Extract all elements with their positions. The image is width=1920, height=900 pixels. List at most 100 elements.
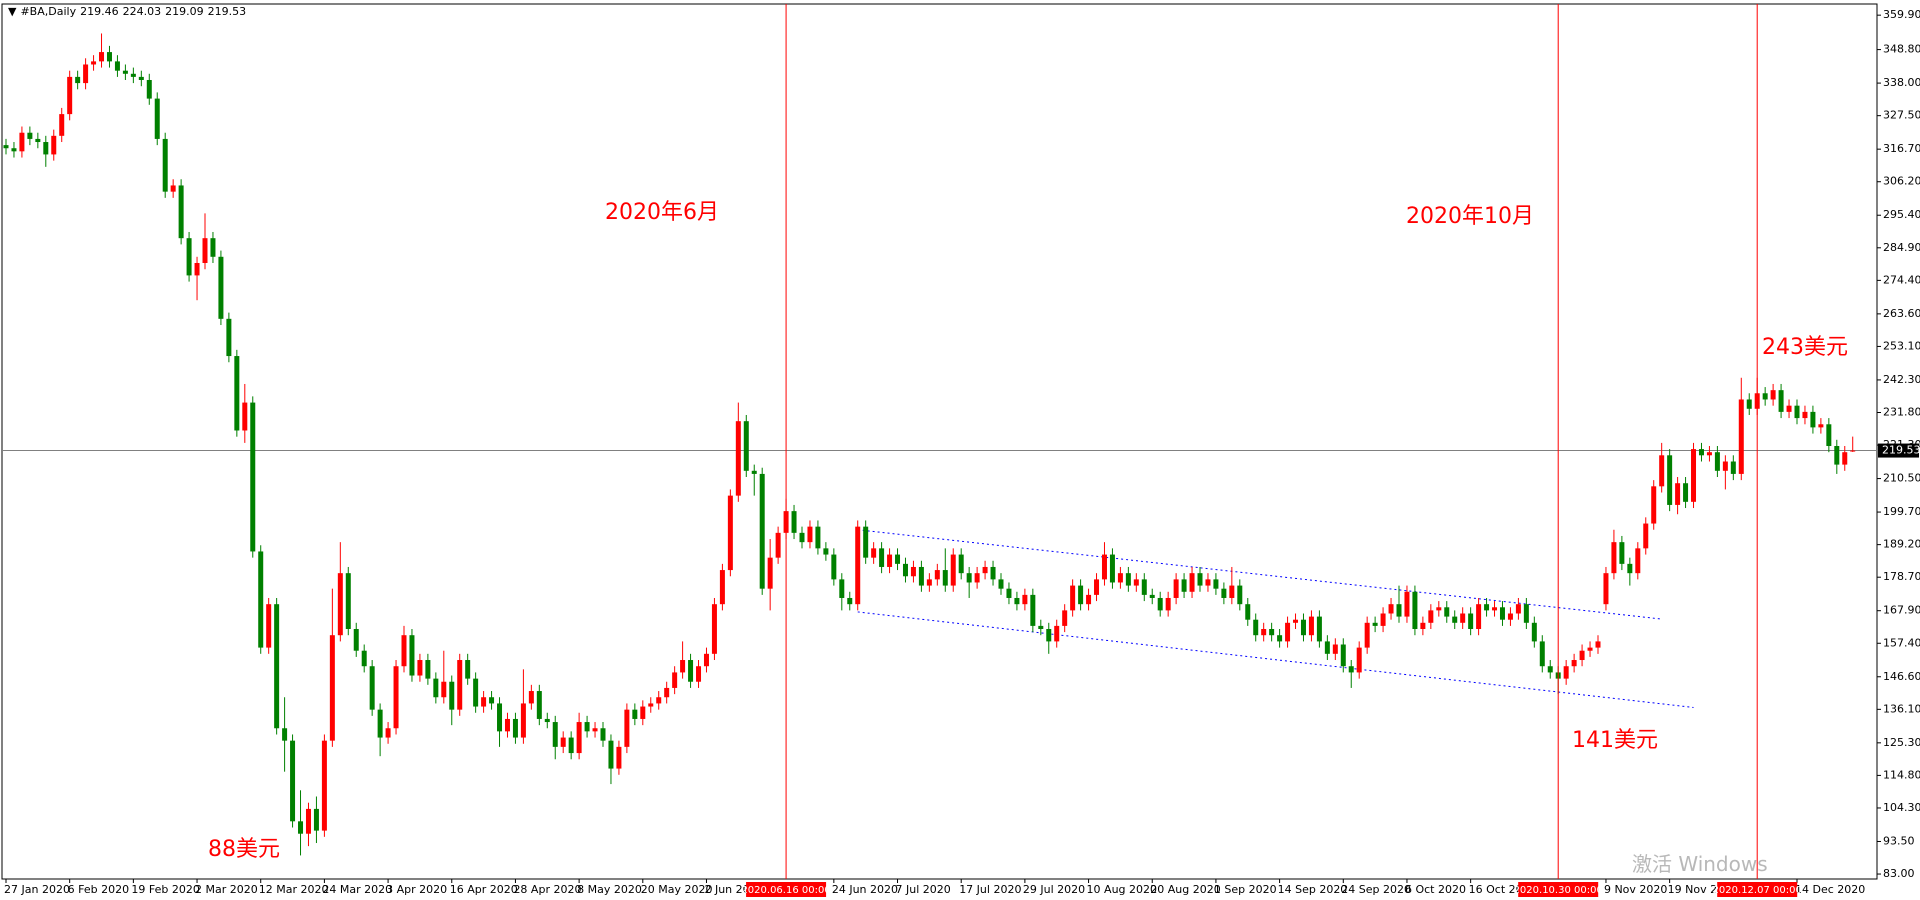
candle-body [1603,573,1609,605]
menu-arrow[interactable]: ▼ [8,5,17,18]
x-tick-label: 24 Mar 2020 [322,883,392,896]
candle-body [361,650,367,667]
y-tick-label: 104.30 [1883,801,1920,814]
candle-body [1014,597,1020,605]
candle-body [218,256,224,319]
candle-body [1643,523,1649,549]
candle-body [433,678,439,698]
candle-body [1571,660,1577,667]
candle-body [290,740,296,822]
candle-body [298,821,304,834]
candle-body [815,526,821,549]
y-tick-label: 83.00 [1883,867,1915,880]
candle-body [1078,585,1084,605]
y-tick-label: 348.80 [1883,43,1920,56]
annotation: 243美元 [1762,335,1848,360]
candle-body [1515,604,1521,614]
candle-body [616,746,622,769]
y-tick-label: 178.70 [1883,570,1920,583]
y-tick-label: 93.50 [1883,834,1915,847]
x-tick-label: 6 Oct 2020 [1405,883,1466,896]
candle-body [1086,594,1092,605]
candle-body [1261,629,1267,636]
candle-body [393,666,399,729]
candle-body [11,148,17,152]
candle-body [1117,573,1123,583]
candle-body [170,185,176,192]
candle-body [568,737,574,754]
candle-body [202,238,208,263]
candle-body [1173,579,1179,598]
candle-body [1667,455,1673,505]
candle-body [767,557,773,589]
candle-body [274,604,280,729]
candle-body [1492,607,1498,611]
candle-body [1659,455,1665,487]
candle-body [481,697,487,707]
x-tick-label: 6 Feb 2020 [68,883,129,896]
candle-body [1293,619,1299,623]
candle-body [99,52,105,62]
candle-body [584,722,590,732]
y-tick-label: 274.40 [1883,273,1920,286]
candle-body [1762,393,1768,400]
candle-body [1141,579,1147,595]
candle-body [1101,554,1107,580]
candle-body [759,473,765,589]
y-tick-label: 263.60 [1883,307,1920,320]
candle-body [1356,647,1362,673]
candle-body [1340,644,1346,667]
candle-body [449,681,455,710]
candle-body [1714,452,1720,471]
candle-body [664,687,670,698]
candle-body [441,681,447,698]
x-tick-label: 20 May 2020 [641,883,713,896]
candle-body [950,554,956,586]
candle-body [1308,616,1314,636]
candle-body [1388,604,1394,614]
candle-body [1810,411,1816,428]
x-tick-label: 1 Sep 2020 [1214,883,1277,896]
candle-body [624,709,630,747]
candle-body [1412,591,1418,629]
candle-body [385,728,391,738]
candle-body [1786,405,1792,412]
candle-body [473,678,479,707]
candle-body [656,697,662,704]
candle-body [847,597,853,605]
candle-body [497,703,503,732]
x-tick-label: 29 Jul 2020 [1023,883,1085,896]
y-tick-label: 306.20 [1883,175,1920,188]
candle-body [918,566,924,586]
candle-body [831,554,837,580]
candle-body [3,145,9,149]
x-tick-label: 7 Jul 2020 [896,883,951,896]
trendline [857,611,1694,708]
candle-body [1651,486,1657,524]
candle-body [1563,666,1569,679]
candle-body [1245,604,1251,620]
candle-body [1834,445,1840,465]
candle-body [1698,449,1704,456]
header: ▼ #BA,Daily 219.46 224.03 219.09 219.53 [8,5,250,18]
candle-body [711,604,717,654]
candle-body [895,554,901,564]
candle-body [1460,613,1466,623]
candle-body [35,138,41,143]
candle-body [1181,579,1187,592]
y-tick-label: 189.20 [1883,538,1920,551]
y-tick-label: 146.60 [1883,670,1920,683]
candle-body [162,138,168,192]
candle-body [902,563,908,577]
y-tick-label: 316.70 [1883,142,1920,155]
x-tick-label: 24 Jun 2020 [832,883,898,896]
candle-body [321,740,327,831]
candle-body [1277,635,1283,642]
candle-body [210,238,216,257]
open-value: 219.46 [80,5,119,18]
candle-body [735,421,741,496]
candle-body [1691,449,1697,502]
candle-body [1062,610,1068,626]
candle-body [313,808,319,831]
x-tick-label: 28 Apr 2020 [513,883,581,896]
